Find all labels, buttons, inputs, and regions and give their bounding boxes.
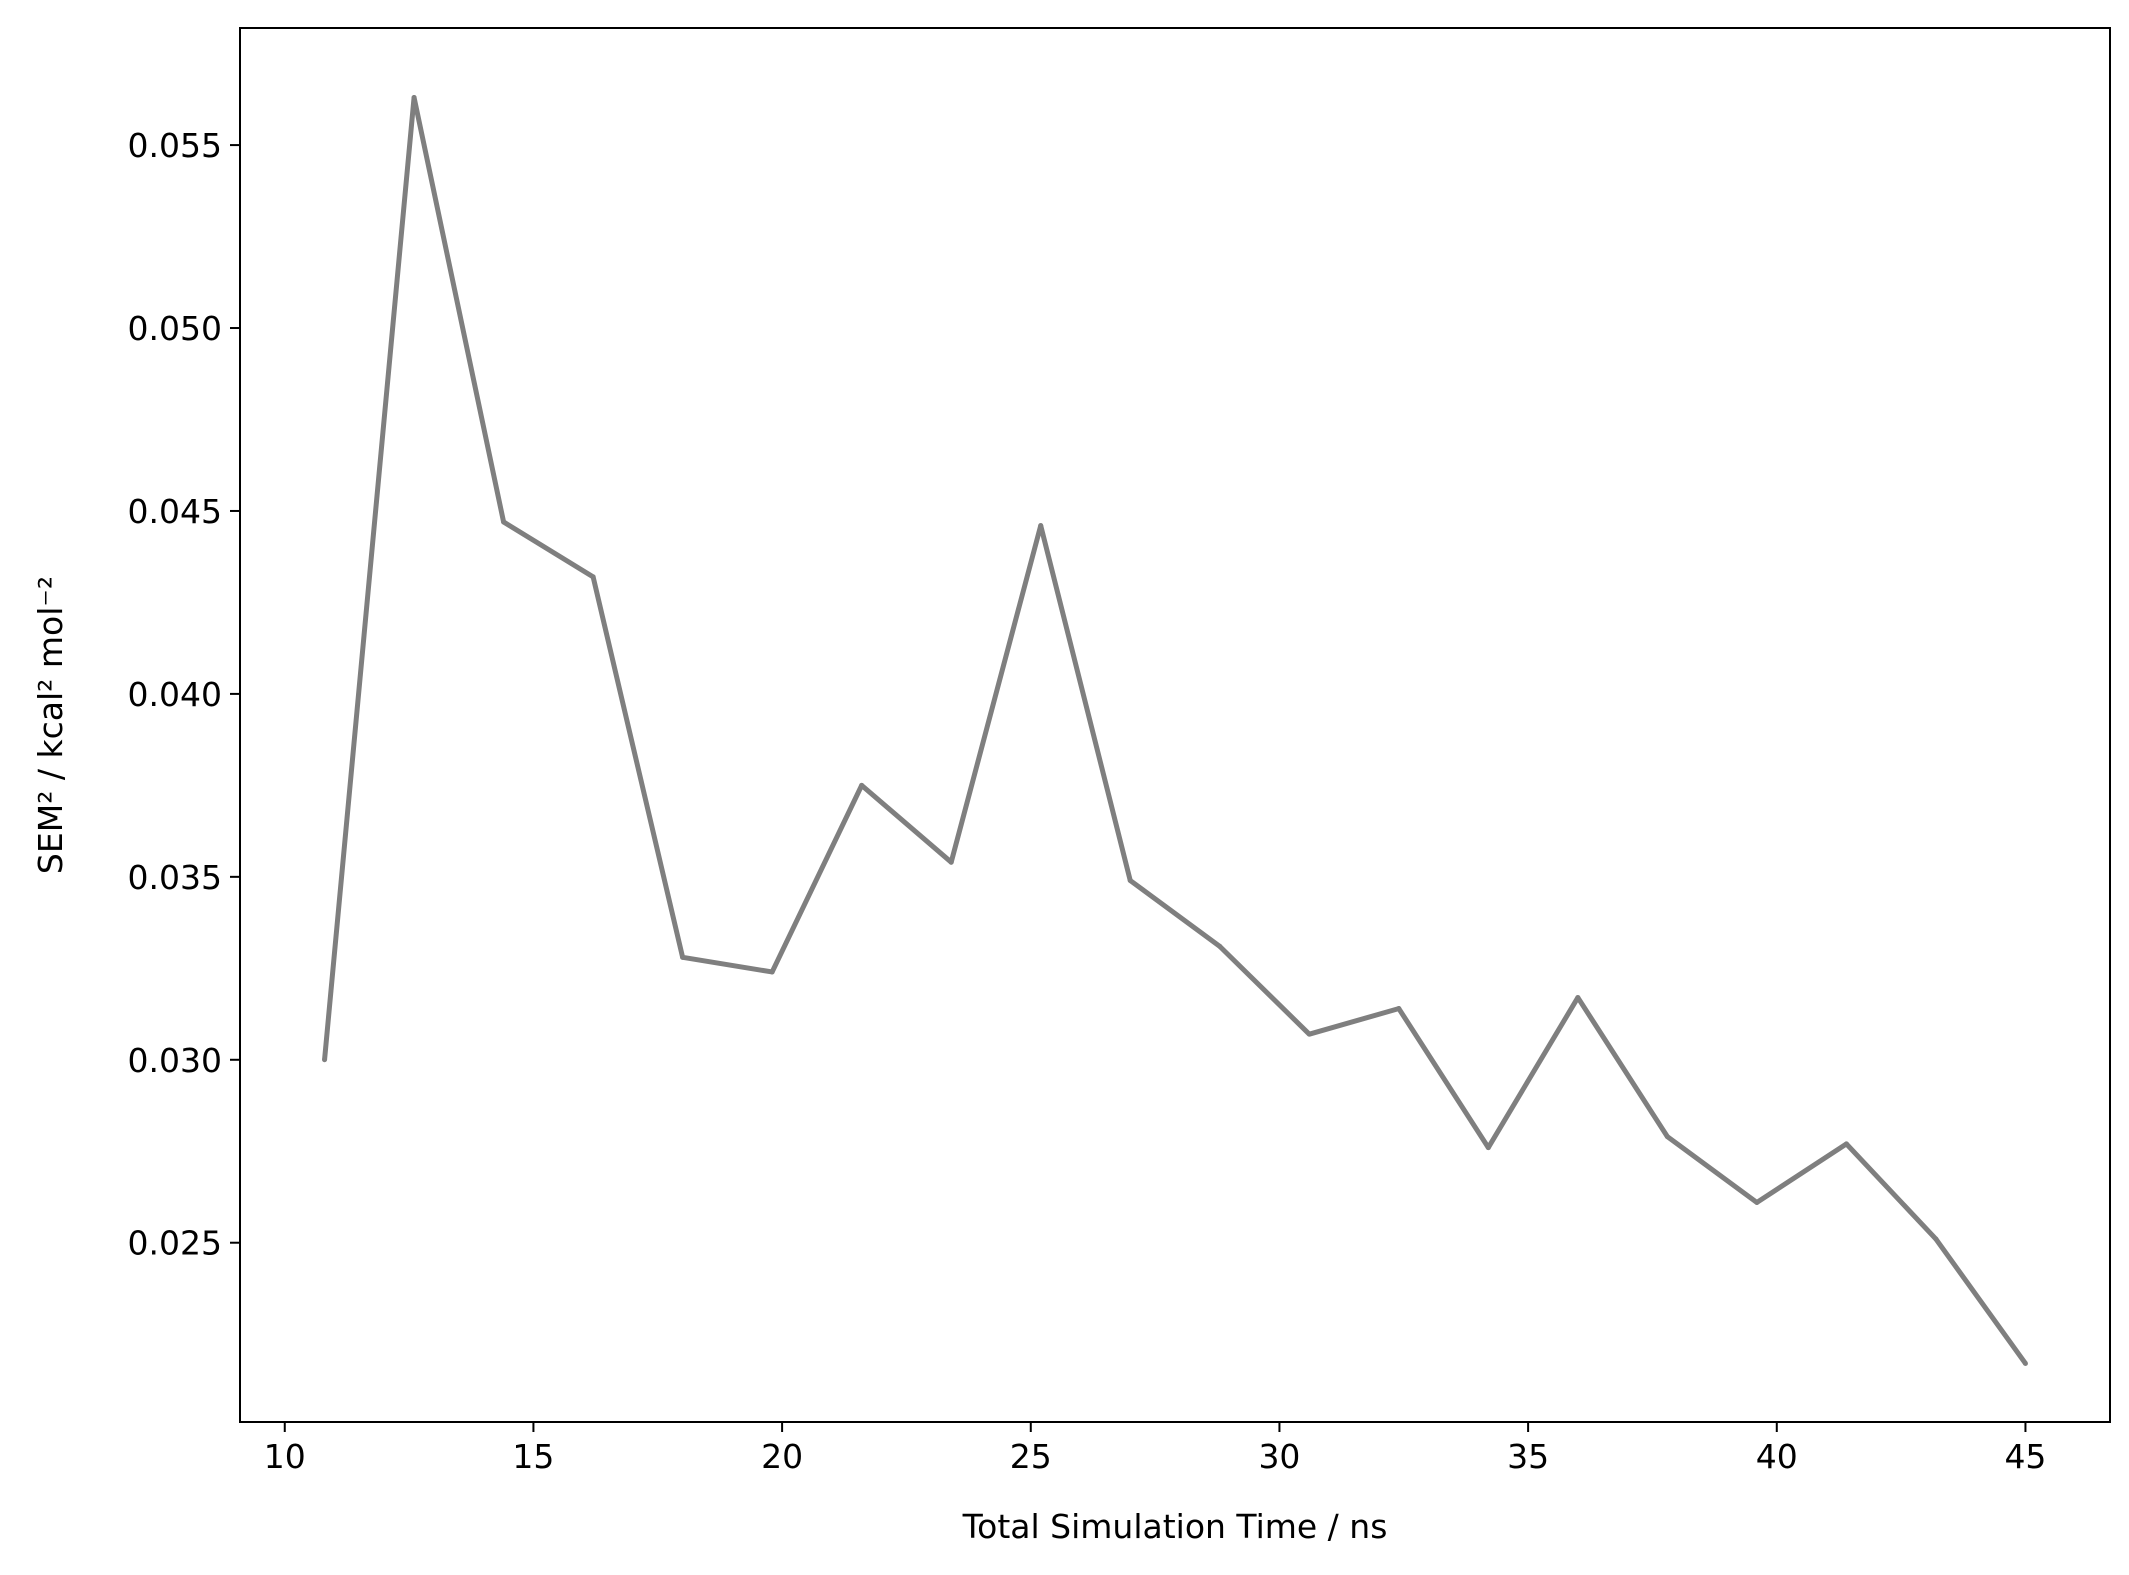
data-point — [769, 969, 775, 975]
data-point — [2022, 1360, 2028, 1366]
x-tick-label: 10 — [264, 1437, 306, 1476]
data-point — [1396, 1006, 1402, 1012]
data-point — [948, 859, 954, 865]
x-axis-label: Total Simulation Time / ns — [962, 1507, 1388, 1546]
x-tick-label: 15 — [512, 1437, 554, 1476]
y-tick-label: 0.045 — [128, 492, 222, 531]
plot-area — [322, 95, 2028, 1366]
series-line-0 — [322, 95, 2028, 1365]
x-tick-label: 25 — [1010, 1437, 1052, 1476]
y-tick-label: 0.055 — [128, 126, 222, 165]
data-point — [1127, 877, 1133, 883]
data-point — [1038, 523, 1044, 529]
x-tick-label: 35 — [1507, 1437, 1549, 1476]
data-point — [1485, 1145, 1491, 1151]
data-point — [680, 954, 686, 960]
data-point — [1933, 1236, 1939, 1242]
plot-frame — [239, 27, 2111, 1423]
x-tick-label: 40 — [1756, 1437, 1798, 1476]
x-tick-label: 45 — [2004, 1437, 2046, 1476]
data-point — [1217, 943, 1223, 949]
y-tick-label: 0.035 — [128, 858, 222, 897]
data-point — [1575, 995, 1581, 1001]
axis-ticks: 10 15 20 25 30 35 40 45 0.025 0.030 0.035 0.040 0.04… — [128, 126, 2047, 1476]
y-tick-label: 0.040 — [128, 675, 222, 714]
data-point — [1306, 1031, 1312, 1037]
data-point — [590, 574, 596, 580]
data-point — [1754, 1199, 1760, 1205]
data-point — [1843, 1141, 1849, 1147]
y-tick-label: 0.025 — [128, 1224, 222, 1263]
y-axis-label: SEM² / kcal² mol⁻² — [31, 576, 70, 874]
x-tick-label: 20 — [761, 1437, 803, 1476]
x-tick-label: 30 — [1258, 1437, 1300, 1476]
data-point — [859, 782, 865, 788]
y-tick-label: 0.050 — [128, 309, 222, 348]
data-point — [501, 519, 507, 525]
y-tick-label: 0.030 — [128, 1041, 222, 1080]
data-point — [411, 95, 417, 101]
data-point — [322, 1057, 328, 1063]
data-point — [1664, 1134, 1670, 1140]
